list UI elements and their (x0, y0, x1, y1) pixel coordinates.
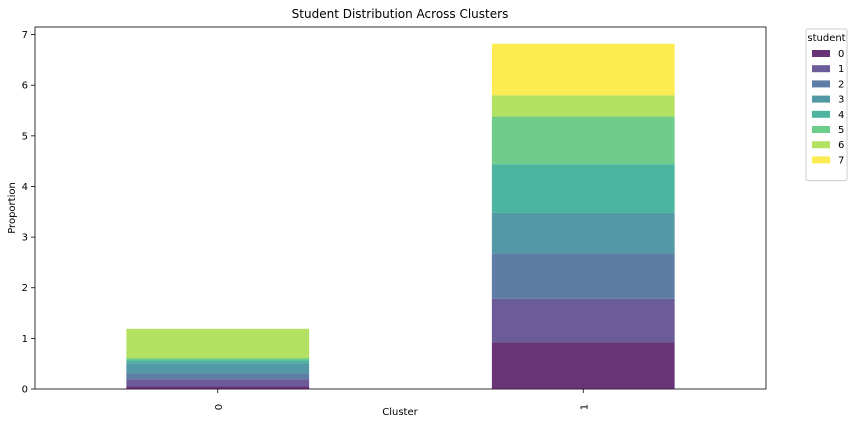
chart-title: Student Distribution Across Clusters (292, 7, 509, 21)
x-tick-label: 0 (214, 404, 225, 410)
bar-segment-cluster-1-student-0 (491, 342, 675, 389)
legend: student 0 1 2 3 4 5 6 7 (805, 28, 848, 182)
bar-segment-cluster-1-student-3 (491, 212, 675, 254)
legend-label: 4 (838, 110, 844, 121)
bar-segment-cluster-0-student-6 (126, 328, 310, 359)
legend-label: 0 (838, 49, 844, 60)
y-tick-label: 5 (22, 131, 28, 142)
y-axis-label: Proportion (7, 182, 18, 234)
legend-swatch (812, 110, 830, 118)
y-tick-label: 1 (22, 334, 28, 345)
y-tick-label: 7 (22, 30, 28, 41)
legend-label: 2 (838, 79, 844, 90)
bar-segment-cluster-0-student-5 (126, 358, 310, 361)
legend-swatch (812, 65, 830, 73)
bar-segment-cluster-0-student-2 (126, 373, 310, 380)
legend-swatch (812, 95, 830, 103)
y-tick-label: 3 (22, 233, 28, 244)
y-tick-label: 2 (22, 283, 28, 294)
bar-segment-cluster-1-student-1 (491, 298, 675, 343)
bar-segment-cluster-0-student-4 (126, 360, 310, 364)
y-tick-label: 0 (22, 385, 28, 396)
y-tick-label: 6 (22, 81, 28, 92)
bar-segment-cluster-0-student-1 (126, 379, 310, 387)
x-tick-label: 1 (579, 404, 590, 410)
bar-segment-cluster-1-student-6 (491, 95, 675, 117)
bar-segment-cluster-1-student-5 (491, 116, 675, 165)
legend-label: 1 (838, 64, 844, 75)
legend-label: 3 (838, 95, 844, 106)
x-axis-label: Cluster (382, 407, 418, 418)
legend-swatch (812, 141, 830, 149)
plot-area: 0 1 2 3 4 5 6 7 0 1 (22, 26, 767, 410)
legend-swatch (812, 126, 830, 133)
bar-segment-cluster-1-student-7 (491, 43, 675, 96)
bar-segment-cluster-0-student-3 (126, 363, 310, 374)
bar-segment-cluster-0-student-0 (126, 386, 310, 389)
legend-swatch (812, 156, 830, 164)
y-tick-label: 4 (22, 182, 28, 193)
bar-segment-cluster-1-student-4 (491, 164, 675, 213)
legend-label: 5 (838, 125, 844, 136)
bar-segment-cluster-1-student-2 (491, 253, 675, 299)
legend-swatch (812, 80, 830, 88)
axes-frame (34, 26, 767, 390)
legend-label: 7 (838, 155, 844, 166)
legend-title: student (807, 33, 845, 44)
legend-label: 6 (838, 140, 844, 151)
legend-swatch (812, 50, 830, 57)
